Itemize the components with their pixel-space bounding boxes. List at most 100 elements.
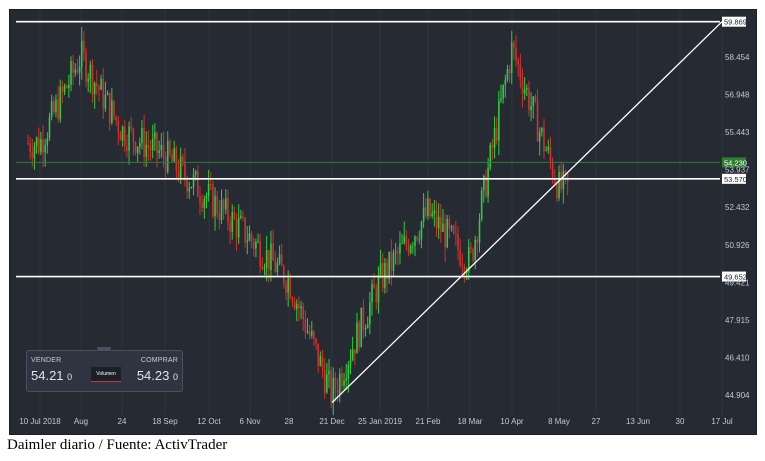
- candle-body: [500, 98, 502, 101]
- candle-body: [199, 196, 201, 203]
- level-price-tag: [722, 16, 746, 27]
- level-price-tag: [722, 271, 746, 282]
- figure-caption: Daimler diario / Fuente: ActivTrader: [7, 437, 228, 453]
- candle-body: [375, 288, 378, 303]
- candle-body: [63, 85, 66, 92]
- volume-toggle[interactable]: Volumen: [91, 367, 121, 382]
- candle-body: [379, 263, 382, 276]
- candle-body: [291, 298, 294, 302]
- candle-body: [289, 278, 292, 299]
- candle-body: [147, 144, 150, 148]
- candle-body: [556, 183, 558, 199]
- candle-body: [57, 99, 59, 120]
- candle-body: [136, 146, 139, 154]
- candle-body: [349, 359, 352, 365]
- candle-body: [276, 263, 279, 273]
- candle-body: [182, 156, 184, 162]
- candle-body: [207, 184, 210, 196]
- candle-body: [143, 128, 145, 157]
- candle-body: [491, 144, 494, 149]
- candle-body: [338, 373, 341, 394]
- candle-body: [237, 218, 240, 238]
- candle-body: [476, 239, 479, 243]
- candle-body: [186, 177, 188, 192]
- candle-body: [457, 234, 459, 250]
- candle-body: [328, 370, 330, 375]
- candle-body: [422, 207, 425, 222]
- x-tick-label: 13 Jun: [626, 417, 650, 426]
- candle-body: [330, 370, 332, 403]
- candle-body: [364, 328, 367, 330]
- x-tick-label: 30: [676, 417, 685, 426]
- x-tick-label: 18 Mar: [458, 417, 483, 426]
- candle-body: [480, 190, 483, 220]
- candle-body: [201, 202, 203, 208]
- sell-button[interactable]: VENDER 54.21 0: [31, 351, 91, 391]
- candle-body: [173, 148, 175, 162]
- candle-body: [274, 260, 277, 273]
- candle-body: [311, 331, 313, 336]
- candle-body: [510, 42, 513, 74]
- candle-body: [534, 96, 537, 102]
- candle-body: [250, 233, 253, 241]
- candle-body: [403, 236, 406, 243]
- candle-body: [465, 272, 468, 274]
- widget-drag-handle[interactable]: [97, 347, 111, 350]
- candle-body: [149, 147, 152, 151]
- level-price-label: 53.570: [724, 175, 747, 184]
- candle-body: [551, 161, 554, 179]
- current-price-label: 54.230: [724, 158, 747, 167]
- candle-body: [536, 101, 539, 142]
- candle-body: [424, 207, 427, 217]
- candle-body: [154, 132, 156, 139]
- candle-body: [37, 137, 40, 153]
- candle-body: [164, 156, 167, 172]
- candle-body: [487, 167, 489, 197]
- candle-body: [506, 69, 509, 80]
- candle-body: [515, 47, 517, 61]
- x-tick-label: 28: [285, 417, 294, 426]
- x-tick-label: 21 Dec: [319, 417, 344, 426]
- candle-body: [336, 389, 339, 394]
- candle-body: [235, 218, 238, 238]
- buy-button[interactable]: COMPRAR 54.23 0: [118, 351, 178, 391]
- candle-body: [394, 251, 397, 253]
- candle-body: [442, 223, 444, 232]
- candle-body: [91, 64, 94, 95]
- y-tick-label: 44.904: [725, 391, 750, 400]
- candle-body: [33, 146, 36, 158]
- candle-body: [427, 198, 429, 217]
- candle-body: [285, 283, 287, 293]
- candle-body: [27, 143, 29, 145]
- candle-body: [562, 170, 565, 189]
- candle-body: [259, 241, 261, 267]
- candle-body: [526, 88, 528, 90]
- candle-body: [248, 233, 251, 241]
- chart-frame: 59.869 53.570 49.652 54.230 58.454 56.948 55.…: [9, 9, 757, 435]
- candle-body: [100, 78, 102, 90]
- candle-body: [467, 247, 470, 273]
- candle-body: [123, 126, 126, 146]
- candle-body: [50, 101, 53, 117]
- candle-body: [493, 128, 496, 149]
- candle-body: [478, 219, 481, 243]
- price-chart[interactable]: 59.869 53.570 49.652 54.230 58.454 56.948 55.…: [10, 10, 756, 434]
- x-tick-label: 24: [118, 417, 127, 426]
- candle-body: [220, 200, 223, 221]
- x-tick-label: 25 Jan 2019: [358, 417, 403, 426]
- trade-widget[interactable]: VENDER 54.21 0 Volumen COMPRAR 54.23 0: [26, 347, 183, 392]
- candle-body: [343, 380, 345, 386]
- candle-body: [72, 61, 74, 73]
- candle-body: [119, 133, 122, 141]
- current-price-tag: [722, 157, 746, 168]
- candle-body: [420, 221, 423, 240]
- candle-body: [495, 128, 498, 141]
- candle-body: [450, 226, 453, 229]
- candle-body: [523, 89, 526, 94]
- candle-body: [326, 374, 328, 393]
- candle-body: [121, 126, 124, 141]
- candle-body: [255, 241, 257, 249]
- candle-body: [455, 233, 457, 235]
- candle-body: [332, 377, 335, 403]
- candle-body: [205, 195, 208, 199]
